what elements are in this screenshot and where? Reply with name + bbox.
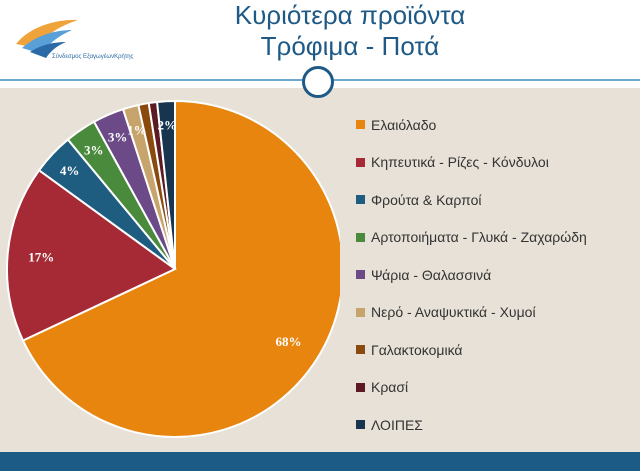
legend-label: Αρτοποιήματα - Γλυκά - Ζαχαρώδη [371,229,587,246]
legend-swatch [356,345,365,355]
legend-item-8: ΛΟΙΠΕΣ [356,406,587,444]
legend-item-0: Ελαιόλαδο [356,106,587,144]
legend-label: Ελαιόλαδο [371,116,437,133]
legend-label: Φρούτα & Καρποί [371,191,482,208]
pie-slice-0 [21,99,340,438]
legend-item-6: Γαλακτοκομικά [356,331,587,369]
footer-bar [0,452,640,471]
legend-item-2: Φρούτα & Καρποί [356,181,587,219]
legend-swatch [356,195,365,205]
logo-icon [16,19,78,58]
legend-label: Κηπευτικά - Ρίζες - Κόνδυλοι [371,154,549,171]
legend-label: ΛΟΙΠΕΣ [371,416,423,433]
chart-legend: Ελαιόλαδο Κηπευτικά - Ρίζες - Κόνδυλοι Φρο… [356,106,587,444]
pie-chart: 68%17%4%3%3% 1% 2% [6,99,340,438]
data-label-1: 17% [28,249,54,264]
page-title-line-2: Τρόφιμα - Ποτά [260,31,440,61]
legend-swatch [356,307,365,317]
data-label-5: 1% [127,123,147,138]
legend-swatch [356,232,365,242]
legend-item-1: Κηπευτικά - Ρίζες - Κόνδυλοι [356,144,587,182]
legend-label: Ψάρια - Θαλασσινά [371,266,492,283]
legend-item-3: Αρτοποιήματα - Γλυκά - Ζαχαρώδη [356,219,587,257]
legend-label: Κρασί [371,379,409,396]
data-label-8: 2% [158,118,178,133]
legend-swatch [356,120,365,130]
page-title-line-1: Κυριότερα προϊόντα [234,0,466,30]
logo: Σύνδεσμος ΕξαγωγέωνΚρήτης [12,14,142,64]
circle-badge-icon [302,66,334,98]
legend-swatch [356,420,365,430]
pie-slice-8 [155,99,176,270]
data-label-2: 4% [60,163,80,178]
legend-label: Νερό - Αναψυκτικά - Χυμοί [371,304,536,321]
legend-swatch [356,157,365,167]
legend-item-4: Ψάρια - Θαλασσινά [356,256,587,294]
legend-item-7: Κρασί [356,369,587,407]
data-label-3: 3% [84,143,104,158]
data-label-4: 3% [108,129,128,144]
data-label-0: 68% [275,334,301,349]
legend-swatch [356,382,365,392]
logo-text: Σύνδεσμος ΕξαγωγέωνΚρήτης [52,54,134,60]
legend-label: Γαλακτοκομικά [371,341,463,358]
legend-item-5: Νερό - Αναψυκτικά - Χυμοί [356,294,587,332]
legend-swatch [356,270,365,280]
pie-slice-1 [6,168,177,342]
